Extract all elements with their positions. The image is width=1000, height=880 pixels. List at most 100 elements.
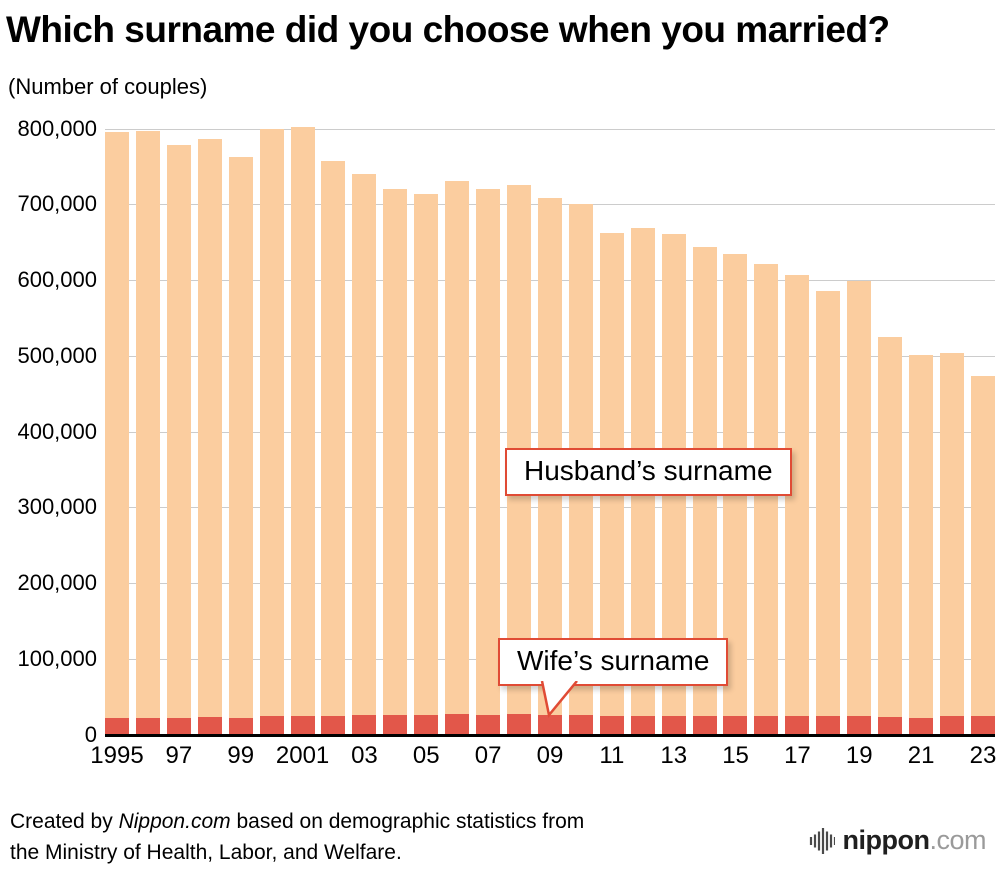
bar-2003 (352, 129, 377, 735)
bar-1998 (197, 129, 222, 735)
x-axis-tick-label: 07 (474, 741, 502, 769)
y-axis-tick-label: 200,000 (17, 570, 97, 596)
x-axis-tick-label: 99 (227, 741, 255, 769)
y-axis-tick-label: 500,000 (17, 342, 97, 368)
bar-1997 (166, 129, 191, 735)
bar-segment-wife-surname (908, 718, 933, 735)
bar-segment-wife-surname (321, 715, 346, 735)
bar-1999 (228, 129, 253, 735)
bar-series (105, 127, 995, 735)
bar-segment-husband-surname (939, 352, 964, 717)
x-axis-tick-label: 15 (722, 741, 749, 769)
bar-1996 (135, 129, 160, 735)
y-axis-tick-label: 800,000 (17, 115, 97, 141)
bar-segment-wife-surname (970, 715, 995, 735)
bar-segment-wife-surname (383, 714, 408, 735)
y-axis-tick-label: 600,000 (17, 267, 97, 293)
chart-title: Which surname did you choose when you ma… (6, 9, 890, 50)
bar-segment-wife-surname (414, 714, 439, 735)
chart-area: 0 100,000 200,000 300,000 400,000 500,000 600,… (0, 116, 1000, 779)
bar-segment-wife-surname (939, 716, 964, 735)
bar-segment-husband-surname (321, 161, 346, 716)
x-axis-tick-label: 97 (165, 741, 193, 769)
x-axis-tick-label: 09 (536, 741, 564, 769)
bar-2004 (383, 129, 408, 735)
source-credit-line2: the Ministry of Health, Labor, and Welfa… (10, 840, 402, 864)
x-axis-tick-label: 23 (969, 741, 997, 769)
bar-1995 (105, 129, 129, 735)
bar-segment-wife-surname (135, 718, 160, 735)
bar-segment-wife-surname (166, 718, 191, 735)
gridline (105, 128, 995, 130)
x-axis-tick-label: 11 (599, 741, 625, 769)
x-axis-baseline (105, 733, 995, 737)
bar-segment-husband-surname (816, 290, 841, 717)
bar-segment-wife-surname (105, 718, 129, 735)
bar-segment-wife-surname (537, 714, 562, 735)
bar-segment-husband-surname (228, 156, 253, 718)
y-axis-tick-label: 300,000 (17, 494, 97, 520)
credit-suffix: based on demographic statistics from (230, 810, 585, 834)
bar-segment-wife-surname (754, 715, 779, 735)
bar-segment-wife-surname (785, 715, 810, 735)
x-axis-tick-label: 17 (784, 741, 811, 769)
bar-2007 (476, 129, 501, 735)
callout-tail-icon (540, 680, 578, 718)
bar-segment-husband-surname (414, 193, 439, 715)
logo-tld: .com (929, 825, 986, 855)
nippon-logo: nippon.com (809, 825, 986, 856)
bar-segment-wife-surname (816, 716, 841, 735)
bar-segment-wife-surname (476, 714, 501, 735)
y-axis-units-label: (Number of couples) (8, 73, 208, 99)
bar-segment-wife-surname (630, 715, 655, 735)
y-axis-labels: 0 100,000 200,000 300,000 400,000 500,000 600,… (0, 116, 97, 747)
x-axis-tick-label: 1995 (90, 741, 144, 769)
bar-2000 (259, 128, 284, 735)
bar-segment-husband-surname (105, 132, 129, 718)
bar-segment-wife-surname (352, 714, 377, 735)
bar-segment-husband-surname (878, 336, 903, 718)
bar-segment-wife-surname (723, 715, 748, 735)
bar-2016 (754, 129, 779, 735)
bar-segment-wife-surname (568, 714, 593, 735)
bar-segment-wife-surname (445, 714, 470, 735)
source-credit-line1: Created by Nippon.com based on demograph… (10, 807, 584, 837)
credit-prefix: Created by (10, 810, 119, 834)
bar-2023 (970, 129, 995, 735)
bar-segment-wife-surname (599, 716, 624, 735)
nippon-logo-icon (809, 827, 835, 854)
plot-area: Husband’s surname Wife’s surname (105, 127, 995, 735)
bar-2018 (816, 129, 841, 735)
x-axis-tick-label: 03 (351, 741, 378, 769)
y-axis-tick-label: 400,000 (17, 418, 97, 444)
bar-2001 (290, 127, 315, 735)
bar-segment-wife-surname (847, 716, 872, 735)
bar-segment-husband-surname (970, 375, 995, 716)
x-axis-tick-label: 13 (660, 741, 688, 769)
bar-2019 (847, 129, 872, 735)
x-axis-tick-label: 2001 (275, 741, 330, 769)
bar-segment-wife-surname (506, 714, 531, 735)
bar-2006 (445, 129, 470, 735)
bar-segment-wife-surname (228, 718, 253, 735)
bar-segment-husband-surname (908, 355, 933, 718)
bar-2002 (321, 129, 346, 735)
x-axis-tick-label: 21 (907, 741, 935, 769)
x-axis-tick-label: 05 (412, 741, 440, 769)
y-axis-tick-label: 0 (84, 721, 97, 747)
bar-segment-husband-surname (290, 127, 315, 716)
y-axis-tick-label: 700,000 (17, 191, 97, 217)
bar-segment-husband-surname (135, 130, 160, 718)
bar-segment-husband-surname (383, 189, 408, 715)
wife-annotation-label: Wife’s surname (517, 644, 710, 676)
bar-2020 (878, 129, 903, 735)
bar-segment-husband-surname (352, 174, 377, 715)
logo-wordmark: nippon (842, 825, 930, 855)
bar-segment-wife-surname (692, 715, 717, 735)
bar-2022 (939, 129, 964, 735)
bar-2017 (785, 129, 810, 735)
x-axis-tick-label: 19 (845, 741, 873, 769)
bar-segment-wife-surname (661, 715, 686, 735)
husband-surname-annotation: Husband’s surname (505, 447, 792, 496)
bar-segment-wife-surname (878, 717, 903, 735)
